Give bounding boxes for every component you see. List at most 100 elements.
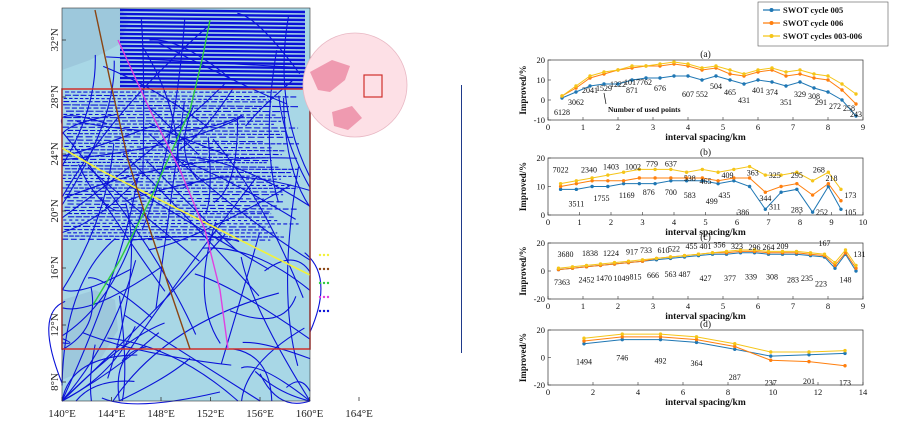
map-legend-label: Ship routes <box>338 307 384 317</box>
lon-tick-label: 156°E <box>246 408 274 420</box>
map-legend-label: Route1 <box>338 251 367 261</box>
y-tick-label: 0 <box>541 353 545 363</box>
data-point <box>748 185 751 188</box>
series-legend-marker <box>770 21 774 25</box>
data-point <box>588 74 591 77</box>
point-count-label: 2340 <box>581 165 597 174</box>
map-legend-label: Route3 <box>338 279 367 289</box>
data-point <box>672 60 675 63</box>
x-tick-label: 4 <box>636 387 641 397</box>
point-count-label: 779 <box>646 160 658 169</box>
y-tick-label: 10 <box>537 75 546 85</box>
x-tick-label: 2 <box>616 301 620 311</box>
x-tick-label: 7 <box>791 301 795 311</box>
y-tick-label: -20 <box>534 380 545 390</box>
x-tick-label: 4 <box>686 301 691 311</box>
point-count-label: 308 <box>766 273 778 282</box>
data-point <box>683 254 686 257</box>
data-point <box>658 76 661 79</box>
lat-tick-label: 12°N <box>49 313 61 336</box>
x-tick-label: 7 <box>791 122 795 132</box>
point-count-label: 272 <box>829 102 841 111</box>
y-tick-label: -10 <box>534 115 545 125</box>
lat-tick-label: 28°N <box>49 85 61 108</box>
data-point <box>833 261 836 264</box>
data-point <box>655 257 658 260</box>
map-legend-swatch <box>323 296 325 298</box>
data-point <box>733 342 736 345</box>
point-count-label: 287 <box>729 373 741 382</box>
point-count-label: 351 <box>780 98 792 107</box>
data-point <box>697 253 700 256</box>
point-count-label: 386 <box>737 208 749 217</box>
map-legend-swatch <box>327 254 329 256</box>
point-count-label: 1002 <box>625 163 641 172</box>
y-axis-label: Improved/% <box>518 65 528 114</box>
point-count-label: 223 <box>815 280 827 289</box>
point-count-label: 218 <box>826 174 838 183</box>
data-point <box>854 92 857 95</box>
point-count-label: 264 <box>763 243 775 252</box>
point-count-label: 173 <box>844 191 856 200</box>
data-point <box>641 258 644 261</box>
point-count-label: 237 <box>765 378 777 387</box>
data-point <box>840 88 843 91</box>
point-count-label: 465 <box>700 177 712 186</box>
data-point <box>602 70 605 73</box>
x-tick-label: 3 <box>640 217 644 227</box>
x-tick-label: 8 <box>826 122 830 132</box>
data-point <box>807 360 810 363</box>
data-point <box>798 68 801 71</box>
x-tick-label: 9 <box>861 122 865 132</box>
map-legend-swatch <box>323 310 325 312</box>
x-tick-label: 2 <box>609 217 613 227</box>
point-count-label: 815 <box>630 273 642 282</box>
x-axis-label: interval spacing/km <box>665 398 746 408</box>
data-point <box>574 84 577 87</box>
data-point <box>701 168 704 171</box>
data-point <box>571 265 574 268</box>
point-count-label: 1494 <box>576 358 592 367</box>
y-axis-label: Improved/% <box>518 246 528 295</box>
point-count-label: 666 <box>647 271 659 280</box>
data-point <box>700 66 703 69</box>
y-tick-label: -20 <box>534 294 545 304</box>
x-tick-label: 8 <box>726 387 730 397</box>
x-tick-label: 0 <box>546 217 550 227</box>
map-legend-swatch <box>323 254 325 256</box>
point-count-label: 1049 <box>614 274 630 283</box>
data-point <box>769 350 772 353</box>
point-count-label: 364 <box>691 359 703 368</box>
data-point <box>590 176 593 179</box>
y-tick-label: 20 <box>537 153 546 163</box>
point-count-label: 201 <box>803 377 815 386</box>
data-point <box>644 64 647 67</box>
data-point <box>811 193 814 196</box>
x-tick-label: 5 <box>721 122 725 132</box>
data-point <box>585 264 588 267</box>
point-count-label: 431 <box>738 96 750 105</box>
series-legend-label: SWOT cycle 006 <box>783 18 843 28</box>
x-tick-label: 4 <box>672 217 677 227</box>
data-point <box>606 185 609 188</box>
point-count-label: 7363 <box>554 278 570 287</box>
point-count-label: 700 <box>665 188 677 197</box>
data-point <box>764 173 767 176</box>
x-tick-label: 10 <box>859 217 868 227</box>
data-point <box>669 176 672 179</box>
point-count-label: 401 <box>700 242 712 251</box>
data-point <box>590 185 593 188</box>
data-point <box>854 264 857 267</box>
x-tick-label: 12 <box>814 387 823 397</box>
x-tick-label: 6 <box>735 217 739 227</box>
data-point <box>653 182 656 185</box>
point-count-label: 377 <box>724 274 736 283</box>
data-point <box>770 66 773 69</box>
map-legend-swatch <box>319 296 321 298</box>
data-point <box>627 260 630 263</box>
lon-tick-label: 160°E <box>296 408 324 420</box>
